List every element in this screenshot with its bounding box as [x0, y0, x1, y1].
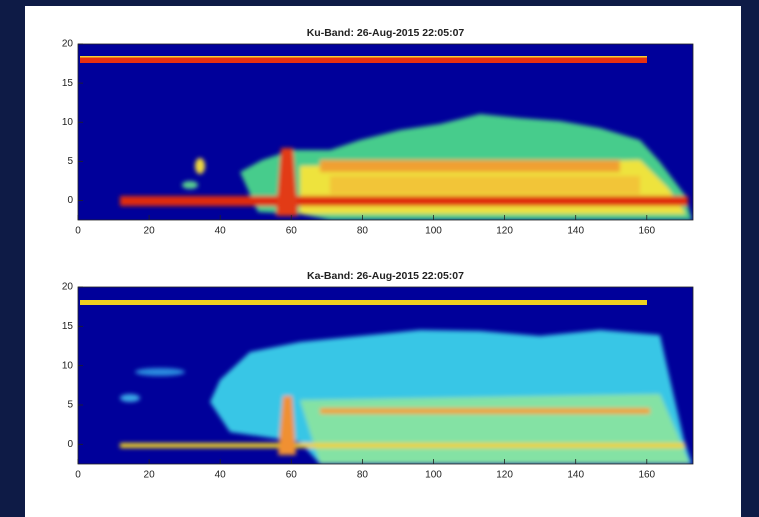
y-tick-label: 10: [62, 117, 74, 128]
x-tick-label: 100: [425, 226, 442, 237]
x-tick-label: 20: [144, 226, 156, 237]
y-tick-label: 0: [67, 195, 73, 206]
chart-title: Ka-Band: 26-Aug-2015 22:05:07: [307, 270, 464, 282]
y-tick-label: 5: [67, 400, 73, 411]
x-tick-label: 120: [496, 470, 513, 481]
x-tick-label: 160: [638, 470, 655, 481]
x-tick-label: 0: [75, 226, 81, 237]
y-tick-label: 20: [62, 39, 74, 50]
y-tick-label: 15: [62, 321, 74, 332]
x-tick-label: 140: [567, 470, 584, 481]
y-tick-label: 20: [62, 282, 74, 293]
x-tick-label: 120: [496, 226, 513, 237]
x-tick-label: 40: [215, 470, 227, 481]
screen: Ku-Band: 26-Aug-2015 22:05:07 0 20 40 60 80 10…: [0, 0, 759, 517]
x-tick-label: 60: [286, 470, 298, 481]
x-tick-label: 60: [286, 226, 298, 237]
y-tick-label: 0: [67, 439, 73, 450]
chart-title: Ku-Band: 26-Aug-2015 22:05:07: [307, 27, 465, 39]
x-tick-label: 0: [75, 470, 81, 481]
y-tick-label: 10: [62, 360, 74, 371]
x-tick-label: 160: [638, 226, 655, 237]
y-tick-label: 5: [67, 156, 73, 167]
page: Ku-Band: 26-Aug-2015 22:05:07 0 20 40 60 80 10…: [0, 0, 759, 517]
x-tick-label: 40: [215, 226, 227, 237]
x-tick-label: 80: [357, 226, 369, 237]
y-tick-label: 15: [62, 78, 74, 89]
x-tick-label: 140: [567, 226, 584, 237]
x-tick-label: 80: [357, 470, 369, 481]
x-tick-label: 20: [144, 470, 156, 481]
x-tick-label: 100: [425, 470, 442, 481]
